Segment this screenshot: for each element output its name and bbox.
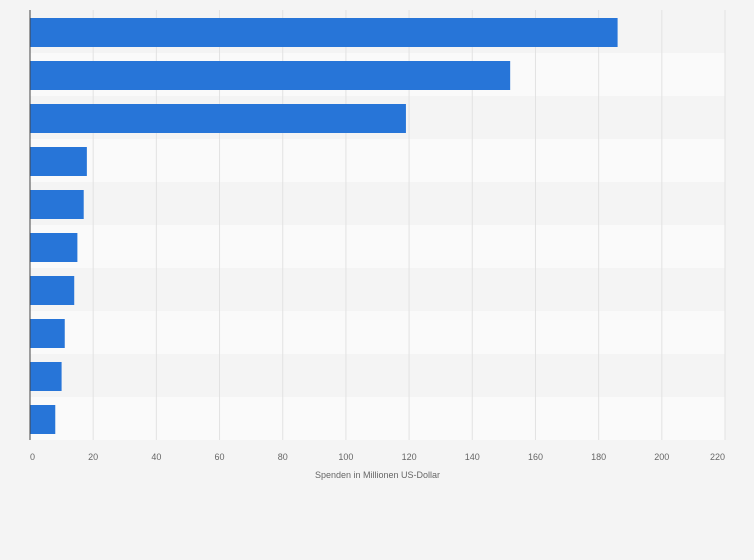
bar[interactable]	[30, 362, 62, 391]
x-tick-label: 80	[278, 452, 288, 462]
row-band	[30, 225, 725, 268]
x-tick-label: 200	[654, 452, 669, 462]
bar[interactable]	[30, 104, 406, 133]
x-tick-label: 180	[591, 452, 606, 462]
bar[interactable]	[30, 147, 87, 176]
bar[interactable]	[30, 233, 78, 262]
row-band	[30, 354, 725, 397]
bar[interactable]	[30, 405, 56, 434]
x-axis-label: Spenden in Millionen US-Dollar	[315, 470, 440, 480]
bar[interactable]	[30, 319, 65, 348]
row-band	[30, 182, 725, 225]
bars	[30, 18, 618, 434]
x-tick-label: 220	[710, 452, 725, 462]
x-tick-label: 100	[338, 452, 353, 462]
x-axis-ticks: 0 20 40 60 80 100 120 140 160 180 200 220	[30, 452, 725, 462]
bar[interactable]	[30, 61, 511, 90]
x-tick-label: 60	[215, 452, 225, 462]
row-band	[30, 139, 725, 182]
bar[interactable]	[30, 190, 84, 219]
x-tick-label: 160	[528, 452, 543, 462]
x-tick-label: 140	[465, 452, 480, 462]
x-tick-label: 40	[151, 452, 161, 462]
bar[interactable]	[30, 18, 618, 47]
x-tick-label: 120	[402, 452, 417, 462]
row-band	[30, 311, 725, 354]
bar[interactable]	[30, 276, 75, 305]
x-tick-label: 0	[30, 452, 35, 462]
row-band	[30, 397, 725, 440]
row-bands	[30, 10, 725, 440]
row-band	[30, 268, 725, 311]
x-tick-label: 20	[88, 452, 98, 462]
